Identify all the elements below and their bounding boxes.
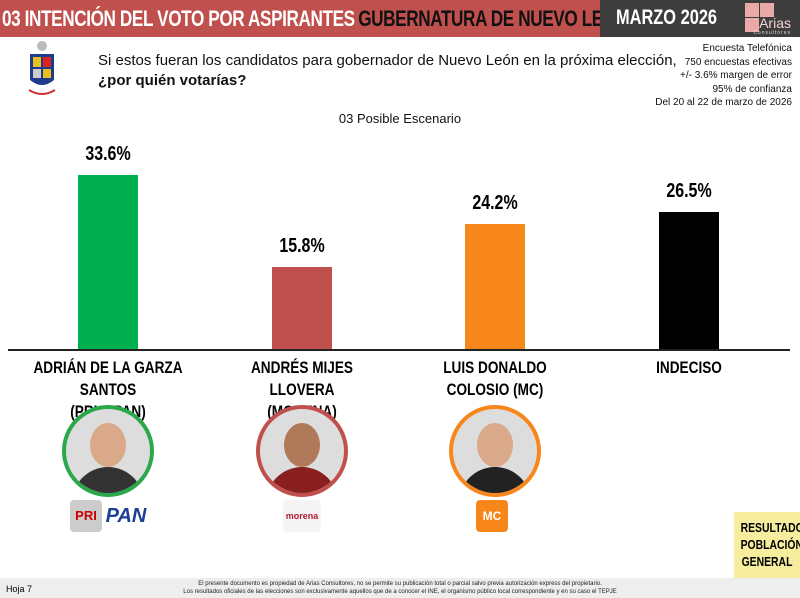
bar — [465, 223, 525, 349]
candidate-photo-andres — [256, 405, 348, 497]
mc-logo: MC — [476, 500, 508, 532]
arias-logo: Arias Consultores — [743, 2, 793, 36]
candidate-photo-luis — [449, 405, 541, 497]
header-date: MARZO 2026 — [616, 6, 718, 29]
header-subtitle: GUBERNATURA DE NUEVO LEÓN — [358, 5, 628, 31]
x-axis-line — [8, 349, 790, 351]
data-label: 24.2% — [472, 191, 518, 214]
pri-logo: PRI — [70, 500, 102, 532]
page-number: Hoja 7 — [6, 584, 33, 594]
candidate-photo-adrian — [62, 405, 154, 497]
bar — [272, 267, 332, 349]
disclaimer: El presente documento es propiedad de Ar… — [183, 581, 617, 595]
data-label: 33.6% — [85, 143, 131, 165]
data-label: 15.8% — [279, 235, 325, 258]
morena-logo: morena — [283, 500, 321, 532]
category-label: LUIS DONALDO COLOSIO (MC) — [443, 358, 547, 399]
result-population-label: RESULTADO POBLACIÓN GENERAL — [734, 512, 800, 578]
header-bar: 03 INTENCIÓN DEL VOTO POR ASPIRANTES GUB… — [0, 0, 628, 37]
bar — [659, 211, 719, 349]
survey-question: Si estos fueran los candidatos para gobe… — [98, 52, 677, 89]
pan-logo: PAN — [105, 505, 147, 527]
data-label: 26.5% — [666, 179, 712, 202]
header-title: 03 INTENCIÓN DEL VOTO POR ASPIRANTES — [2, 5, 355, 31]
category-label: INDECISO — [656, 358, 722, 377]
bar — [78, 175, 138, 349]
nuevo-leon-crest-icon — [28, 41, 56, 95]
footer: Hoja 7 El presente documento es propieda… — [0, 578, 800, 598]
survey-meta: Encuesta Telefónica 750 encuestas efectiv… — [655, 43, 792, 108]
chart-title: 03 Posible Escenario — [338, 111, 462, 126]
